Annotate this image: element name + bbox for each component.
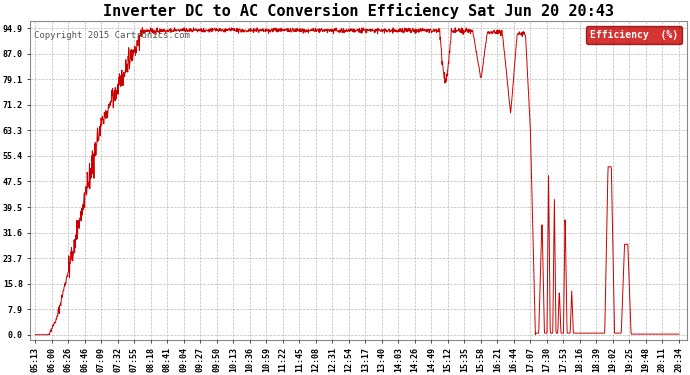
Text: Copyright 2015 Cartronics.com: Copyright 2015 Cartronics.com — [34, 31, 190, 40]
Title: Inverter DC to AC Conversion Efficiency Sat Jun 20 20:43: Inverter DC to AC Conversion Efficiency … — [104, 3, 614, 19]
Legend: Efficiency  (%): Efficiency (%) — [586, 26, 682, 44]
